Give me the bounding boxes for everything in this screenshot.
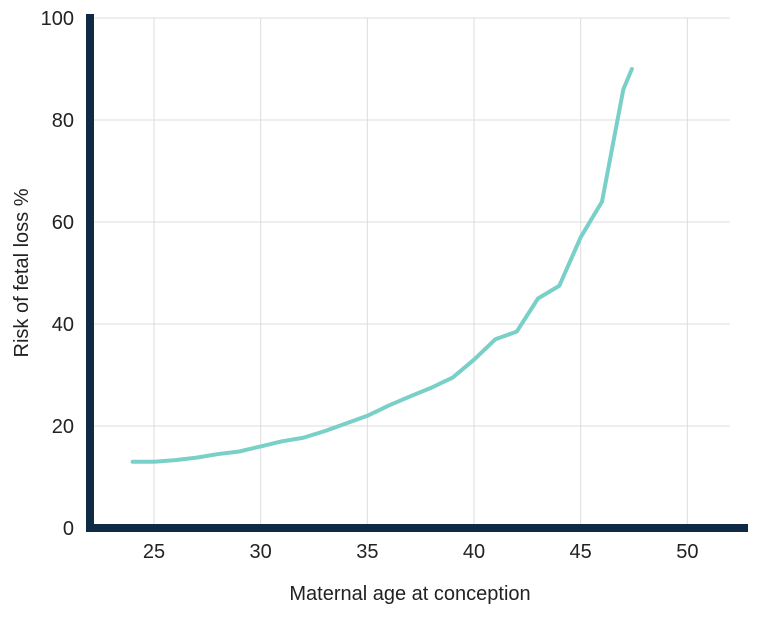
y-tick-label: 0 [63, 518, 74, 540]
x-tick-label: 40 [463, 541, 485, 563]
line-chart: 25 30 35 40 45 50 0 20 40 60 80 100 Maternal age at … [0, 0, 764, 628]
x-tick-label: 50 [676, 541, 698, 563]
y-tick-label: 40 [52, 314, 74, 336]
x-tick-label: 25 [143, 541, 165, 563]
y-tick-label: 60 [52, 212, 74, 234]
y-tick-label: 80 [52, 110, 74, 132]
x-tick-label: 30 [250, 541, 272, 563]
chart-svg: 25 30 35 40 45 50 0 20 40 60 80 100 Maternal age at … [0, 0, 764, 628]
y-tick-label: 100 [41, 8, 74, 30]
x-axis-label: Maternal age at conception [289, 583, 530, 605]
x-tick-label: 45 [570, 541, 592, 563]
x-tick-label: 35 [356, 541, 378, 563]
y-axis-label: Risk of fetal loss % [11, 188, 33, 357]
y-tick-label: 20 [52, 416, 74, 438]
data-line [133, 69, 632, 462]
